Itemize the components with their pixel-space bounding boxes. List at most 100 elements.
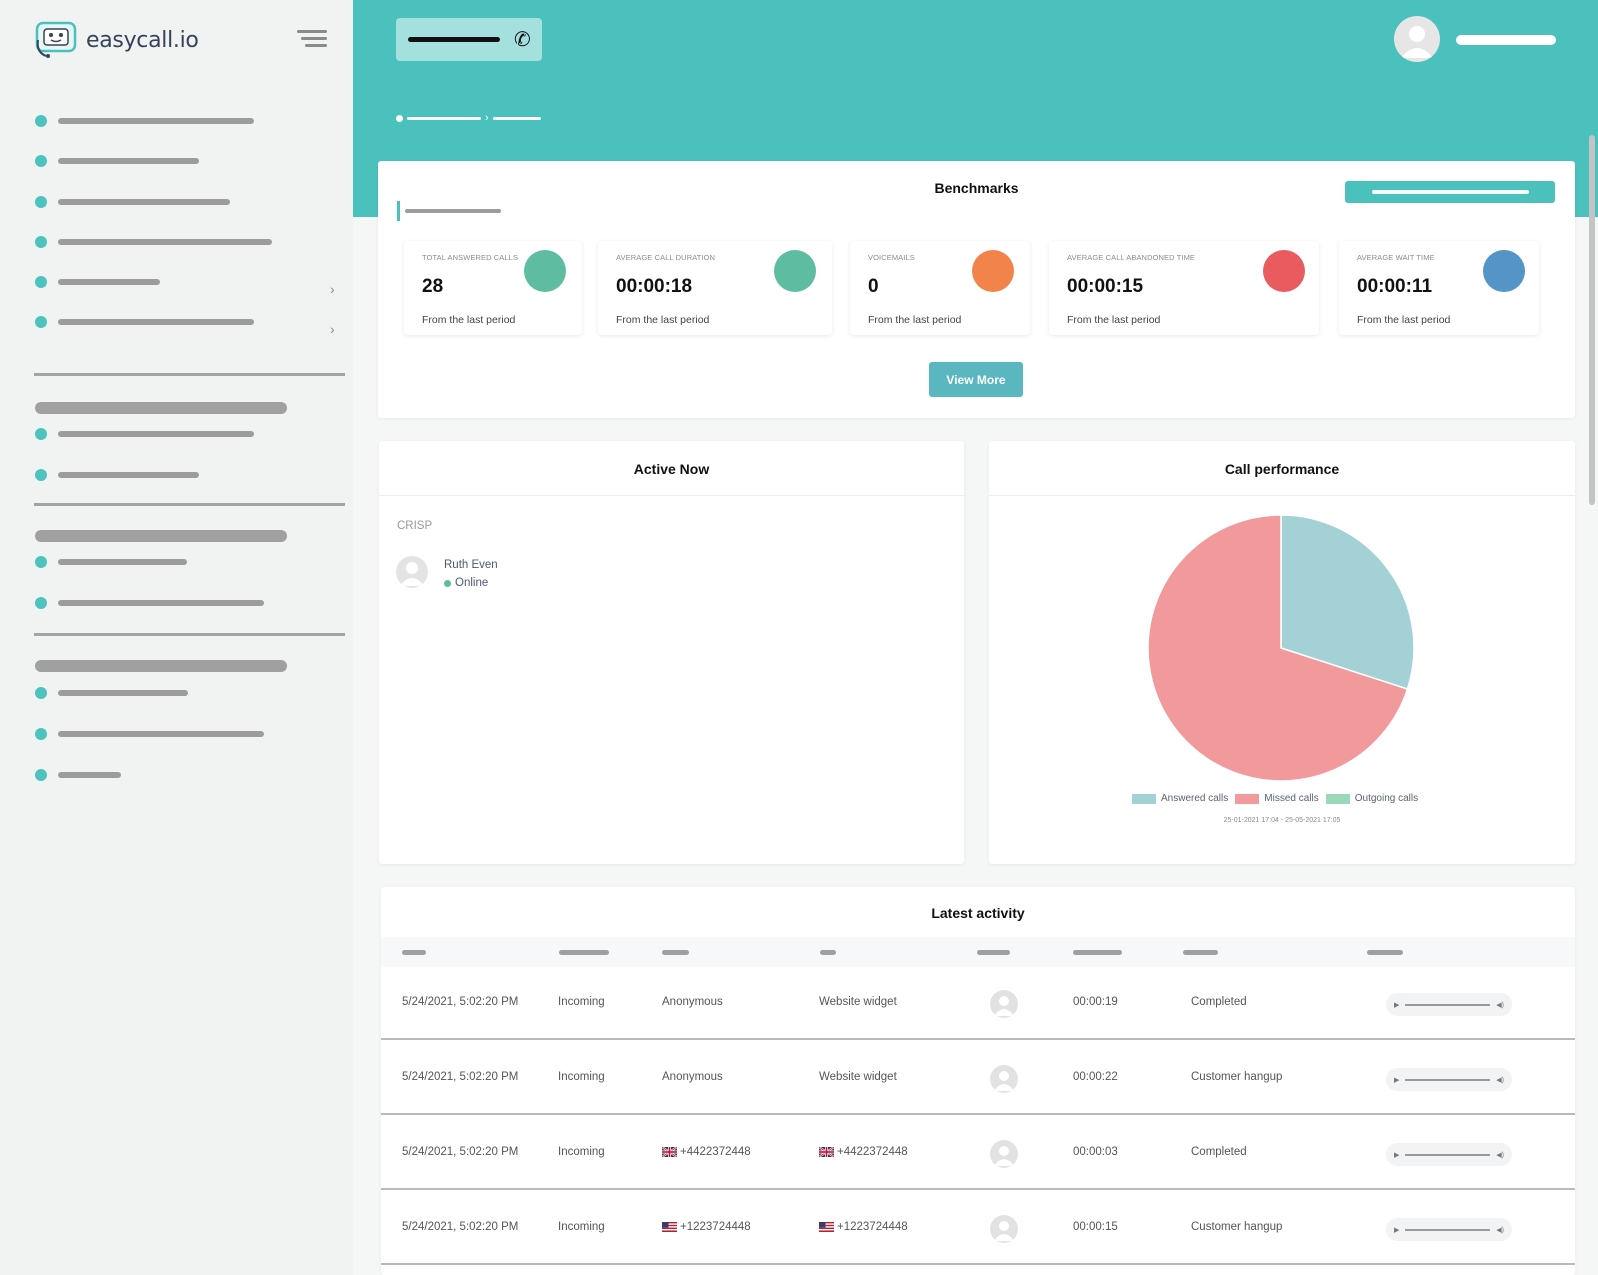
flag-us-icon (662, 1222, 677, 1232)
column-header[interactable] (1367, 950, 1403, 955)
play-icon: ▶ (1394, 1226, 1400, 1234)
agent-avatar (396, 556, 428, 588)
stat-card-voicemails: VOICEMAILS 0 From the last period (850, 241, 1030, 335)
breadcrumb: › (396, 112, 541, 124)
sidebar-item-4[interactable] (35, 235, 272, 249)
agent-avatar (990, 990, 1018, 1018)
audio-player[interactable]: ▶ ◀) (1386, 1068, 1512, 1091)
sidebar-item-9[interactable] (35, 555, 187, 569)
flag-uk-icon (662, 1147, 677, 1157)
sidebar-item-3[interactable] (35, 195, 230, 209)
period-selector[interactable] (397, 201, 501, 221)
sidebar-item-6[interactable] (35, 315, 254, 329)
sidebar-item-2[interactable] (35, 154, 199, 168)
sidebar-item-8[interactable] (35, 468, 199, 482)
flag-us-icon (819, 1222, 834, 1232)
logo-icon (35, 21, 77, 58)
chevron-right-icon[interactable]: › (330, 281, 335, 297)
benchmarks-title: Benchmarks (934, 180, 1019, 196)
active-now-title: Active Now (633, 461, 710, 477)
column-header[interactable] (559, 950, 609, 955)
sidebar-item-12[interactable] (35, 727, 264, 741)
sidebar-divider (34, 633, 345, 636)
latest-activity-title: Latest activity (931, 905, 1025, 921)
table-row[interactable]: 5/24/2021, 5:02:20 PM Incoming +12237244… (381, 1192, 1575, 1265)
audio-player[interactable]: ▶ ◀) (1386, 993, 1512, 1016)
table-row[interactable]: 5/24/2021, 5:02:20 PM Incoming +44223724… (381, 1117, 1575, 1190)
volume-icon: ◀) (1496, 1151, 1504, 1159)
chart-date-range: 25-01-2021 17:04 - 25-05-2021 17:05 (1223, 817, 1341, 824)
stat-card-abandoned: AVERAGE CALL ABANDONED TIME 00:00:15 Fro… (1049, 241, 1319, 335)
sidebar-item-7[interactable] (35, 427, 254, 441)
column-header[interactable] (1073, 950, 1122, 955)
sidebar-item-10[interactable] (35, 596, 264, 610)
sidebar-item-1[interactable] (35, 114, 254, 128)
chevron-right-icon: › (485, 112, 489, 124)
column-header[interactable] (402, 950, 426, 955)
stat-card-duration: AVERAGE CALL DURATION 00:00:18 From the … (598, 241, 832, 335)
legend-item-answered[interactable]: Answered calls (1132, 793, 1228, 804)
table-row[interactable]: 5/24/2021, 5:02:20 PM Incoming Anonymous… (381, 967, 1575, 1040)
pie-slice-missed-calls[interactable] (1147, 514, 1409, 782)
view-more-button[interactable]: View More (929, 362, 1023, 397)
active-now-card: Active Now CRISP Ruth Even Online (379, 441, 964, 864)
group-label: CRISP (397, 520, 433, 532)
table-row[interactable]: 5/24/2021, 5:02:20 PM Incoming Anonymous… (381, 1042, 1575, 1115)
flag-uk-icon (819, 1147, 834, 1157)
hamburger-icon[interactable] (297, 30, 327, 50)
status-dot-icon (444, 579, 451, 587)
chart-legend: Answered calls Missed calls Outgoing cal… (1132, 793, 1425, 804)
stat-card-wait-time: AVERAGE WAIT TIME 00:00:11 From the last… (1339, 241, 1539, 335)
page-scrollbar[interactable] (1589, 135, 1595, 505)
agent-avatar (990, 1140, 1018, 1168)
stat-indicator (1483, 250, 1525, 292)
benchmarks-action-button[interactable] (1345, 181, 1555, 203)
call-performance-title: Call performance (1224, 461, 1340, 477)
sidebar-item-11[interactable] (35, 686, 188, 700)
sidebar-section-heading (35, 660, 287, 672)
agent-name[interactable]: Ruth Even (444, 559, 498, 571)
call-performance-pie[interactable] (1146, 513, 1416, 783)
brand-logo[interactable]: easycall.io (34, 20, 199, 60)
agent-avatar (990, 1065, 1018, 1093)
stat-indicator (524, 250, 566, 292)
brand-name: easycall.io (86, 27, 199, 53)
audio-player[interactable]: ▶ ◀) (1386, 1143, 1512, 1166)
stat-indicator (1263, 250, 1305, 292)
latest-activity-card: Latest activity 5/24/2021, 5:02:20 PM In… (381, 887, 1575, 1275)
chevron-right-icon[interactable]: › (330, 321, 335, 337)
benchmarks-card: Benchmarks TOTAL ANSWERED CALLS 28 From … (378, 161, 1575, 418)
stat-indicator (972, 250, 1014, 292)
column-header[interactable] (977, 950, 1010, 955)
sidebar-section-heading (35, 402, 287, 414)
sidebar-item-13[interactable] (35, 768, 121, 782)
agent-avatar (990, 1215, 1018, 1243)
volume-icon: ◀) (1496, 1076, 1504, 1084)
column-header[interactable] (662, 950, 689, 955)
volume-icon: ◀) (1496, 1226, 1504, 1234)
call-button[interactable]: ✆ (396, 18, 542, 61)
audio-player[interactable]: ▶ ◀) (1386, 1218, 1512, 1241)
volume-icon: ◀) (1496, 1001, 1504, 1009)
sidebar-divider (34, 503, 345, 506)
legend-item-missed[interactable]: Missed calls (1235, 793, 1319, 804)
stat-card-answered: TOTAL ANSWERED CALLS 28 From the last pe… (404, 241, 582, 335)
user-name[interactable] (1456, 35, 1556, 45)
column-header[interactable] (1183, 950, 1218, 955)
sidebar-section-heading (35, 530, 287, 542)
user-avatar-icon[interactable] (1394, 16, 1440, 62)
play-icon: ▶ (1394, 1151, 1400, 1159)
sidebar: easycall.io › › (0, 0, 353, 1275)
play-icon: ▶ (1394, 1001, 1400, 1009)
column-header[interactable] (820, 950, 836, 955)
call-performance-card: Call performance Answered calls Missed c… (989, 441, 1575, 864)
legend-item-outgoing[interactable]: Outgoing calls (1325, 793, 1418, 804)
agent-status: Online (444, 577, 488, 589)
phone-icon: ✆ (514, 29, 531, 51)
stat-indicator (774, 250, 816, 292)
sidebar-item-5[interactable] (35, 275, 160, 289)
pie-slice-answered-calls[interactable] (1280, 514, 1415, 691)
table-header (381, 937, 1575, 967)
sidebar-divider (34, 373, 345, 376)
play-icon: ▶ (1394, 1076, 1400, 1084)
